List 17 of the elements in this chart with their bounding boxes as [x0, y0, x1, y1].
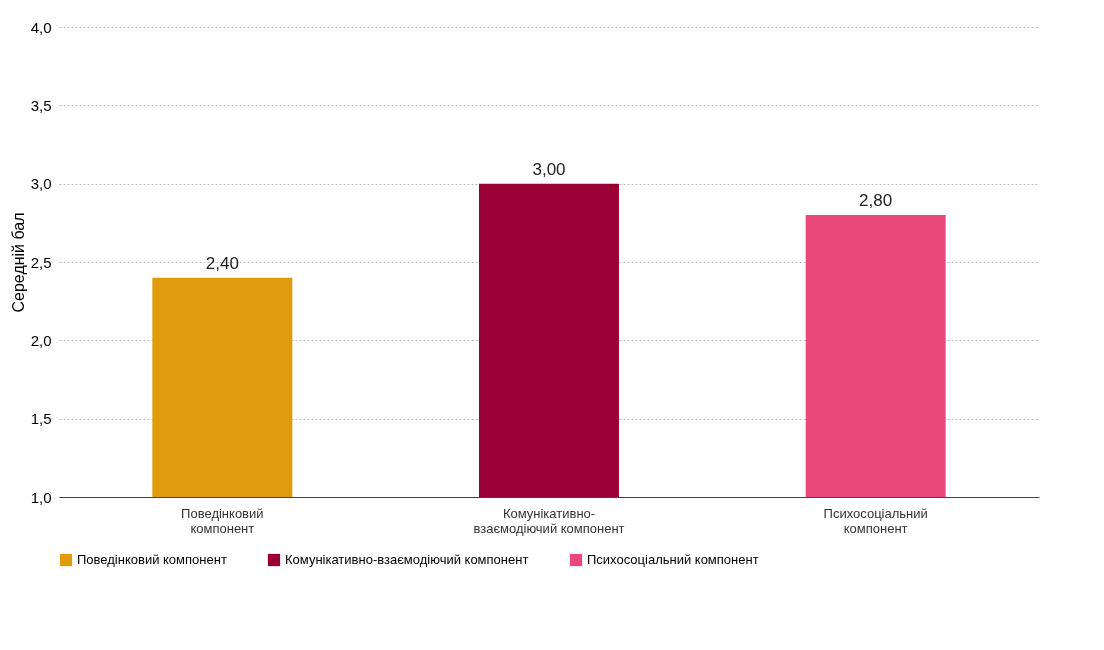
legend-label: Психосоціальний компонент: [587, 552, 759, 567]
y-tick-label: 2,5: [30, 253, 52, 271]
y-tick-label: 3,0: [30, 175, 52, 193]
data-label: 3,00: [532, 159, 566, 179]
y-tick-label: 2,0: [30, 331, 52, 349]
legend-label: Поведінковий компонент: [77, 552, 227, 567]
data-label: 2,80: [859, 191, 893, 210]
x-tick-label: Комунікативно-взаємодіючий компонент: [473, 505, 625, 536]
y-tick-label: 4,0: [30, 18, 52, 36]
y-tick-label: 1,5: [30, 410, 52, 428]
x-tick-label: Психосоціальний компонент: [823, 505, 928, 536]
legend-label: Комунікативно-взаємодіючий компонент: [285, 552, 529, 567]
y-axis-title: Середній бал: [9, 212, 27, 313]
y-tick-label: 1,0: [30, 488, 52, 506]
data-label: 2,40: [205, 253, 239, 273]
y-tick-label: 3,5: [30, 96, 52, 114]
x-tick-label: Поведінковий компонент: [181, 505, 264, 536]
